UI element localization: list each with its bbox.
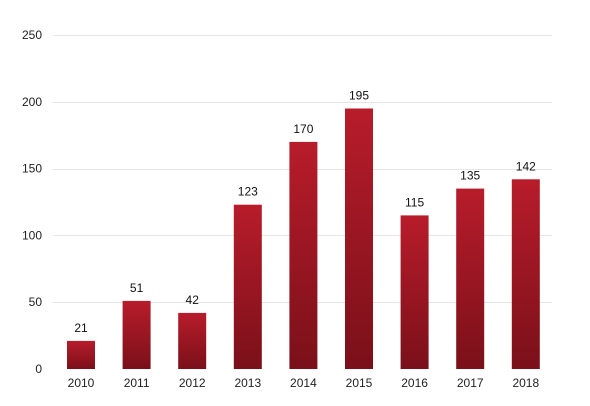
y-tick-label: 250 xyxy=(22,28,42,42)
bar-2015 xyxy=(345,108,373,369)
x-axis-tick-labels: 2010 2011 2012 2013 2014 2015 2016 2017 2018 xyxy=(68,376,540,390)
y-tick-label: 200 xyxy=(22,95,42,109)
data-label-2017: 135 xyxy=(460,169,480,183)
bar-2017 xyxy=(456,188,485,369)
x-tick-label-2014: 2014 xyxy=(290,376,317,390)
data-label-2018: 142 xyxy=(516,159,536,173)
y-tick-label: 0 xyxy=(35,362,42,376)
bar-2014 xyxy=(289,141,318,369)
bars xyxy=(67,108,540,369)
bar-2016 xyxy=(400,215,429,369)
bar-2011 xyxy=(122,300,151,369)
data-label-2011: 51 xyxy=(130,281,144,295)
x-tick-label-2016: 2016 xyxy=(401,376,428,390)
bar-2018 xyxy=(511,179,540,369)
data-label-2015: 195 xyxy=(349,89,369,103)
data-label-2016: 115 xyxy=(405,195,424,209)
bar-2012 xyxy=(178,312,207,369)
x-tick-label-2018: 2018 xyxy=(512,376,539,390)
y-tick-label: 50 xyxy=(29,295,43,309)
y-tick-label: 150 xyxy=(22,162,42,176)
data-label-2012: 42 xyxy=(186,293,200,307)
data-label-2010: 21 xyxy=(74,321,88,335)
bar-2010 xyxy=(67,340,95,369)
x-tick-label-2012: 2012 xyxy=(179,376,206,390)
data-label-2014: 170 xyxy=(293,122,313,136)
x-tick-label-2015: 2015 xyxy=(346,376,373,390)
data-labels: 21 51 42 123 170 195 115 135 142 xyxy=(74,89,536,335)
data-label-2013: 123 xyxy=(238,185,258,199)
y-axis-tick-labels: 0 50 100 150 200 250 xyxy=(22,28,42,376)
x-tick-label-2017: 2017 xyxy=(457,376,484,390)
bar-2013 xyxy=(233,204,262,369)
x-tick-label-2010: 2010 xyxy=(68,376,95,390)
x-tick-label-2013: 2013 xyxy=(234,376,261,390)
y-tick-label: 100 xyxy=(22,228,42,242)
x-tick-label-2011: 2011 xyxy=(124,376,150,390)
